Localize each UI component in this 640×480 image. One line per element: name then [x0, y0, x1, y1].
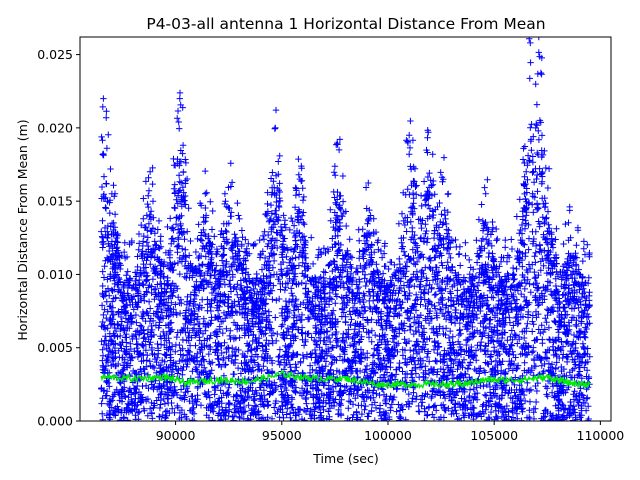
y-tick-label: 0.025 [37, 47, 73, 62]
x-tick-label: 95000 [262, 428, 302, 443]
blue-scatter-series [98, 37, 593, 421]
y-tick-label: 0.005 [37, 340, 73, 355]
green-mean-line [100, 369, 591, 390]
x-axis-title: Time (sec) [312, 451, 378, 466]
y-tick-label: 0.015 [37, 194, 73, 209]
y-tick-label: 0.000 [37, 414, 73, 429]
chart-title: P4-03-all antenna 1 Horizontal Distance … [146, 15, 545, 33]
x-tick-label: 90000 [156, 428, 196, 443]
x-tick-label: 110000 [577, 428, 625, 443]
plot-area [98, 37, 593, 421]
y-tick-label: 0.020 [37, 120, 73, 135]
x-tick-label: 100000 [364, 428, 412, 443]
axes-frame [79, 36, 612, 422]
y-axis-title: Horizontal Distance From Mean (m) [15, 119, 30, 340]
x-tick-label: 105000 [470, 428, 518, 443]
y-tick-label: 0.010 [37, 267, 73, 282]
axes: 90000 95000 100000 105000 110000 0.000 0.005 0.… [37, 36, 625, 443]
